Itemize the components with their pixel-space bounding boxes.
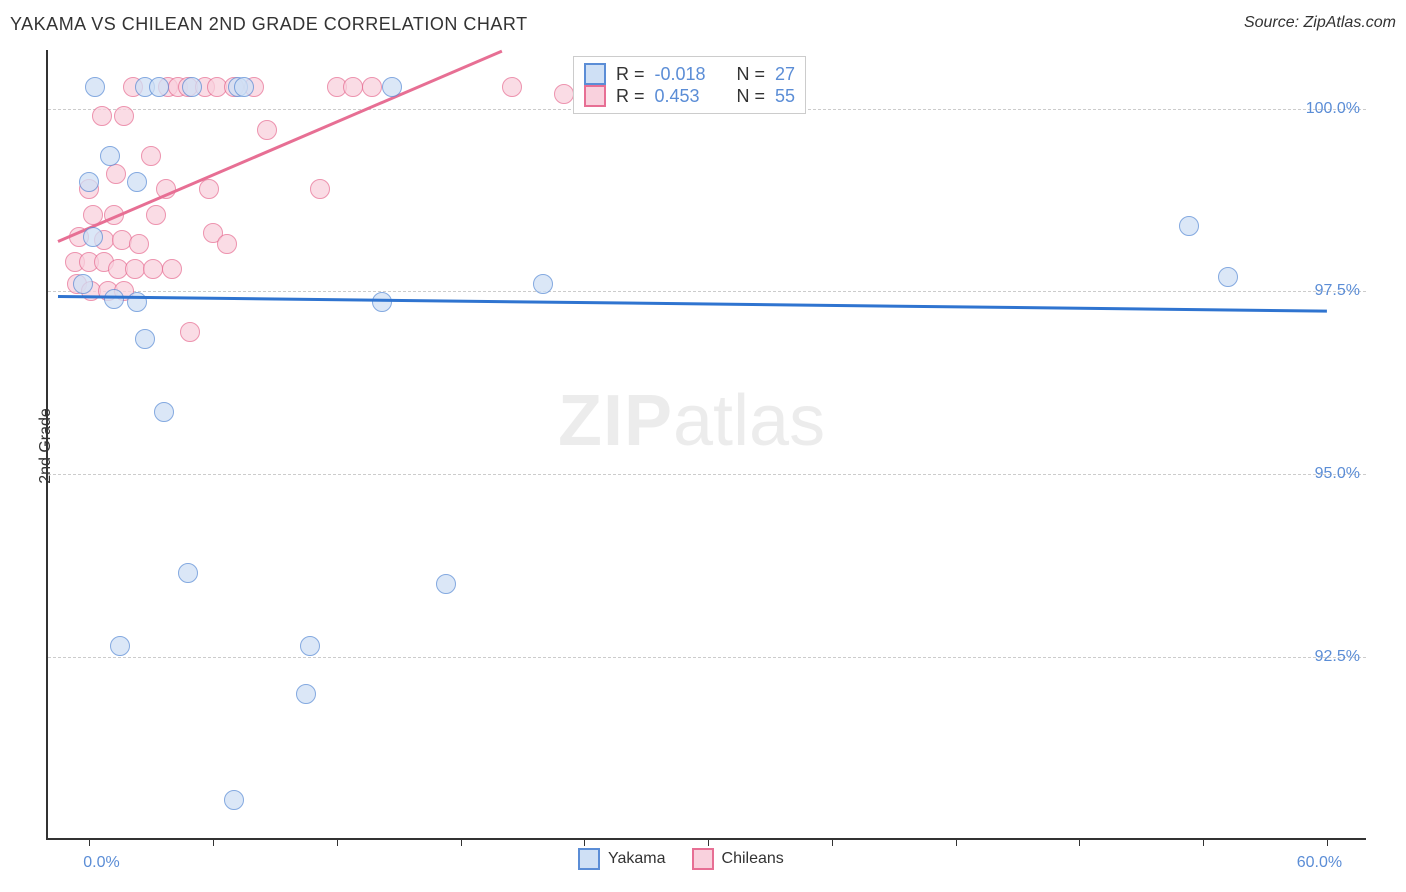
data-point xyxy=(154,402,174,422)
data-point xyxy=(436,574,456,594)
legend-label: Chileans xyxy=(722,850,784,868)
r-value: -0.018 xyxy=(655,64,717,85)
x-tick xyxy=(89,838,90,846)
y-tick-label: 100.0% xyxy=(1306,100,1360,118)
data-point xyxy=(217,234,237,254)
data-point xyxy=(310,179,330,199)
data-point xyxy=(162,259,182,279)
data-point xyxy=(92,106,112,126)
x-tick xyxy=(1203,838,1204,846)
x-max-label: 60.0% xyxy=(1297,854,1342,872)
data-point xyxy=(382,77,402,97)
watermark: ZIPatlas xyxy=(558,380,825,462)
data-point xyxy=(1179,216,1199,236)
y-tick-label: 92.5% xyxy=(1315,648,1360,666)
series-legend: Yakama Chileans xyxy=(578,848,802,870)
data-point xyxy=(178,563,198,583)
r-value: 0.453 xyxy=(655,86,717,107)
x-tick xyxy=(1327,838,1328,846)
data-point xyxy=(110,636,130,656)
gridline xyxy=(48,291,1366,292)
data-point xyxy=(125,259,145,279)
data-point xyxy=(502,77,522,97)
data-point xyxy=(106,164,126,184)
x-tick xyxy=(956,838,957,846)
data-point xyxy=(180,322,200,342)
data-point xyxy=(300,636,320,656)
source-label: Source: ZipAtlas.com xyxy=(1244,14,1396,32)
data-point xyxy=(100,146,120,166)
data-point xyxy=(114,106,134,126)
y-tick-label: 95.0% xyxy=(1315,465,1360,483)
data-point xyxy=(533,274,553,294)
legend-swatch xyxy=(578,848,600,870)
data-point xyxy=(149,77,169,97)
x-tick xyxy=(832,838,833,846)
x-tick xyxy=(461,838,462,846)
gridline xyxy=(48,657,1366,658)
gridline xyxy=(48,474,1366,475)
data-point xyxy=(127,172,147,192)
data-point xyxy=(85,77,105,97)
data-point xyxy=(1218,267,1238,287)
scatter-plot: ZIPatlas 92.5%95.0%97.5%100.0%0.0%60.0%R… xyxy=(46,50,1366,840)
data-point xyxy=(79,172,99,192)
data-point xyxy=(296,684,316,704)
data-point xyxy=(343,77,363,97)
r-label: R = xyxy=(616,64,645,85)
data-point xyxy=(554,84,574,104)
stats-row: R = -0.018 N = 27 xyxy=(584,63,795,85)
x-min-label: 0.0% xyxy=(83,854,119,872)
x-tick xyxy=(213,838,214,846)
data-point xyxy=(257,120,277,140)
stats-legend: R = -0.018 N = 27R = 0.453 N = 55 xyxy=(573,56,806,114)
chart-title: YAKAMA VS CHILEAN 2ND GRADE CORRELATION … xyxy=(10,14,528,34)
data-point xyxy=(146,205,166,225)
x-tick xyxy=(337,838,338,846)
trend-line xyxy=(58,295,1326,313)
n-value: 55 xyxy=(775,86,795,107)
data-point xyxy=(73,274,93,294)
legend-label: Yakama xyxy=(608,850,666,868)
n-label: N = xyxy=(727,86,766,107)
data-point xyxy=(83,227,103,247)
r-label: R = xyxy=(616,86,645,107)
n-value: 27 xyxy=(775,64,795,85)
legend-swatch xyxy=(584,85,606,107)
legend-swatch xyxy=(584,63,606,85)
data-point xyxy=(372,292,392,312)
data-point xyxy=(362,77,382,97)
stats-row: R = 0.453 N = 55 xyxy=(584,85,795,107)
legend-swatch xyxy=(692,848,714,870)
data-point xyxy=(182,77,202,97)
x-tick xyxy=(584,838,585,846)
y-tick-label: 97.5% xyxy=(1315,282,1360,300)
data-point xyxy=(141,146,161,166)
data-point xyxy=(143,259,163,279)
data-point xyxy=(129,234,149,254)
data-point xyxy=(224,790,244,810)
n-label: N = xyxy=(727,64,766,85)
x-tick xyxy=(708,838,709,846)
data-point xyxy=(135,329,155,349)
x-tick xyxy=(1079,838,1080,846)
data-point xyxy=(234,77,254,97)
data-point xyxy=(199,179,219,199)
